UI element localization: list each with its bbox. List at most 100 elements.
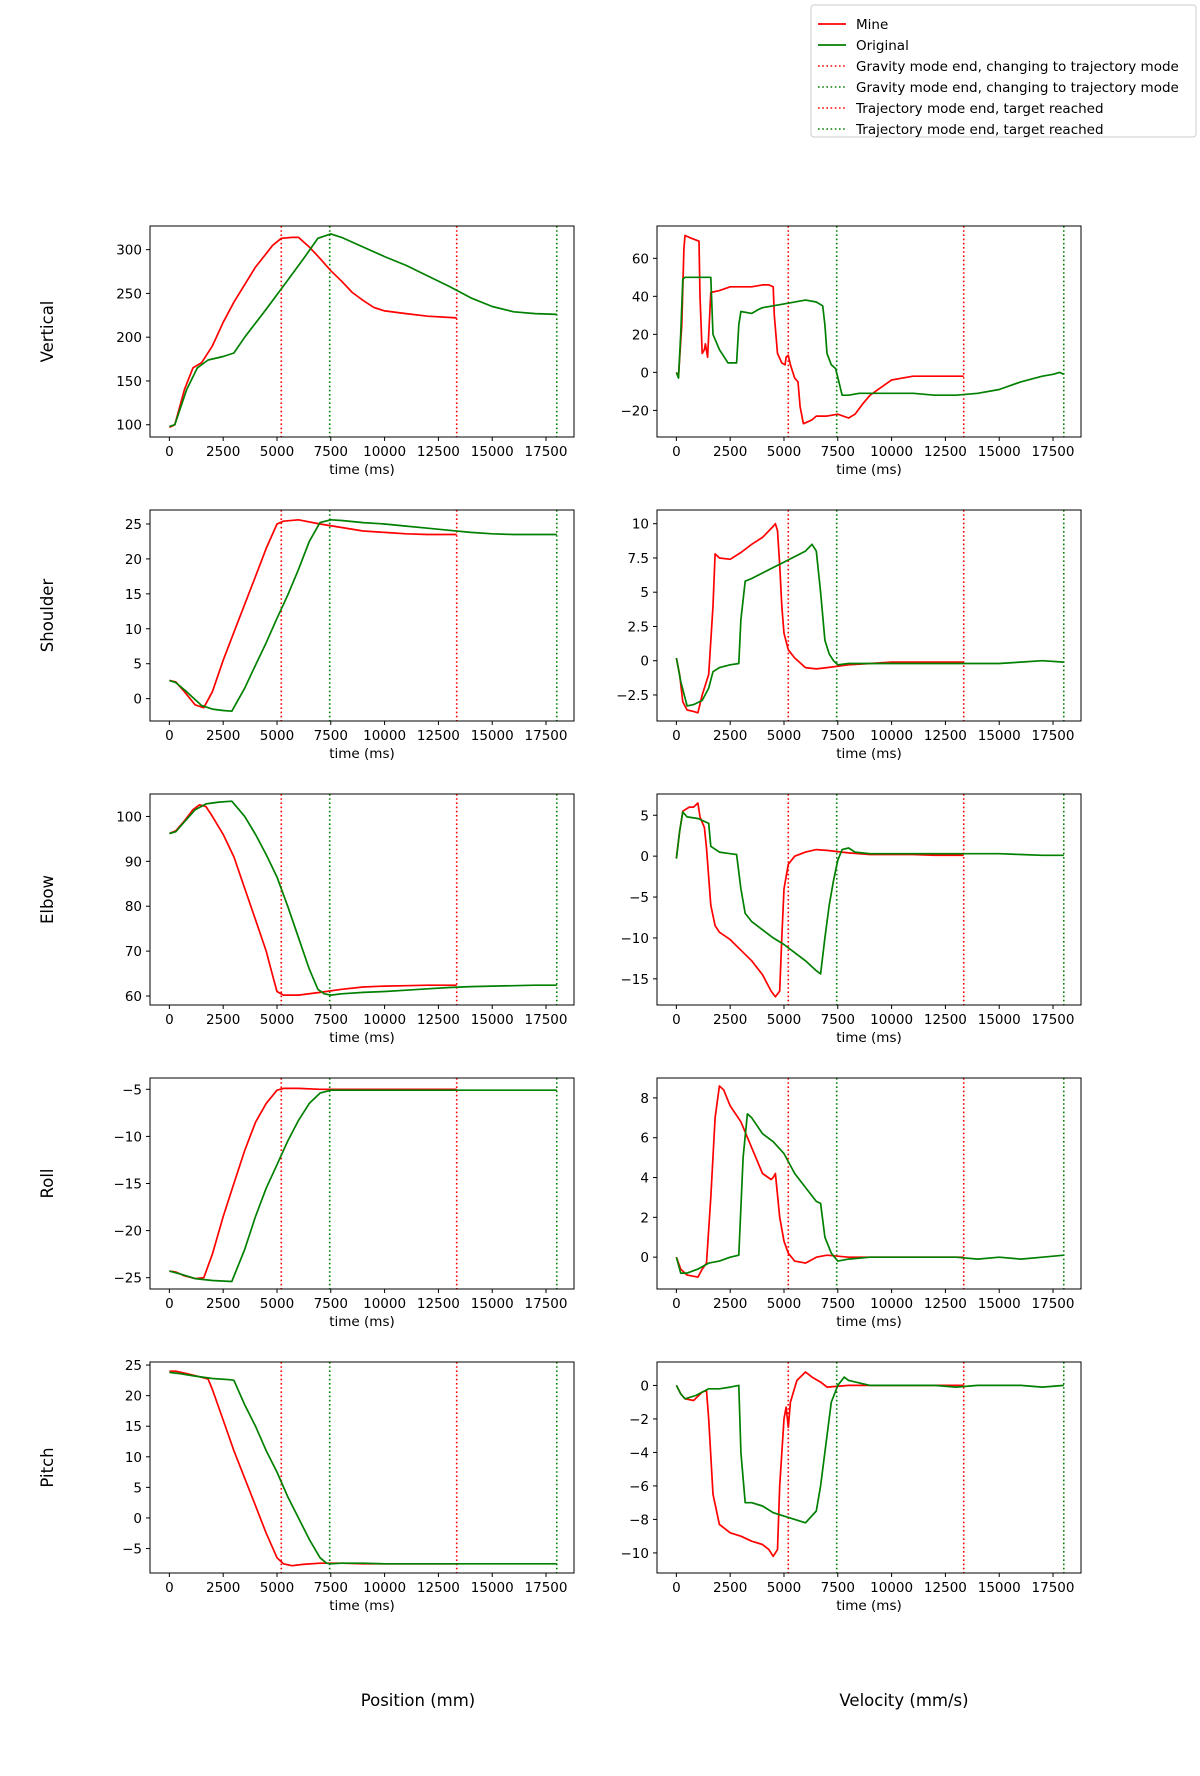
plot-frame xyxy=(149,509,575,722)
legend-label: Trajectory mode end, target reached xyxy=(855,122,1104,138)
x-tick-label: 5000 xyxy=(767,1296,801,1312)
x-tick-label: 12500 xyxy=(924,1296,967,1312)
plot-frame xyxy=(656,1077,1082,1290)
x-tick-label: 17500 xyxy=(525,728,568,744)
plot-frame xyxy=(656,1361,1082,1574)
y-tick-label: −10 xyxy=(621,931,650,947)
x-tick-label: 7500 xyxy=(314,728,348,744)
mine-series-line xyxy=(675,234,964,425)
x-axis-label: time (ms) xyxy=(836,1030,902,1046)
x-tick-label: 0 xyxy=(165,1296,174,1312)
plot-frame xyxy=(149,1361,575,1574)
y-tick-label: −20 xyxy=(621,403,650,419)
mine-series-line xyxy=(169,1370,457,1567)
x-tick-label: 5000 xyxy=(260,1580,294,1596)
x-tick-label: 15000 xyxy=(978,1296,1021,1312)
x-tick-label: 7500 xyxy=(314,1580,348,1596)
x-axis-label: time (ms) xyxy=(329,462,395,478)
y-tick-label: 80 xyxy=(125,899,142,915)
y-tick-label: −15 xyxy=(114,1177,143,1193)
x-tick-label: 5000 xyxy=(767,1580,801,1596)
elbow-velocity-panel: 0 2500 5000 7500 10000 12500 15000 17500 −15 −10 −… xyxy=(621,793,1082,1046)
y-tick-label: 10 xyxy=(125,1450,142,1466)
x-tick-label: 17500 xyxy=(1032,728,1075,744)
row-title-roll: Roll xyxy=(38,1169,57,1199)
x-tick-label: 15000 xyxy=(471,444,514,460)
plot-frame xyxy=(656,225,1082,438)
y-tick-label: −15 xyxy=(621,972,650,988)
x-tick-label: 0 xyxy=(165,728,174,744)
vertical-velocity-panel: 0 2500 5000 7500 10000 12500 15000 17500 −20 0 20 4… xyxy=(621,225,1082,478)
x-tick-label: 5000 xyxy=(767,728,801,744)
y-tick-label: 100 xyxy=(116,418,142,434)
original-series-line xyxy=(675,543,1064,707)
pitch-velocity-panel: 0 2500 5000 7500 10000 12500 15000 17500 −10 −8 −6… xyxy=(621,1361,1082,1614)
mine-series-line xyxy=(169,236,457,429)
x-tick-label: 10000 xyxy=(870,444,913,460)
legend-label: Trajectory mode end, target reached xyxy=(855,101,1104,117)
legend-label: Mine xyxy=(856,17,888,33)
x-tick-label: 2500 xyxy=(206,444,240,460)
x-tick-label: 2500 xyxy=(206,1296,240,1312)
x-tick-label: 15000 xyxy=(471,1580,514,1596)
x-tick-label: 12500 xyxy=(417,1580,460,1596)
x-axis-label: time (ms) xyxy=(836,1598,902,1614)
pitch-position-panel: 0 2500 5000 7500 10000 12500 15000 17500 −5 0 5 10 1… xyxy=(122,1358,575,1614)
x-tick-label: 17500 xyxy=(525,1296,568,1312)
plot-frame xyxy=(149,793,575,1006)
x-tick-label: 12500 xyxy=(417,1296,460,1312)
original-series-line xyxy=(169,518,557,713)
x-axis-label: time (ms) xyxy=(329,1314,395,1330)
x-tick-label: 15000 xyxy=(978,1580,1021,1596)
row-title-elbow: Elbow xyxy=(38,875,57,924)
original-series-line xyxy=(675,1376,1064,1524)
original-series-line xyxy=(169,233,557,428)
x-tick-label: 7500 xyxy=(821,444,855,460)
x-axis-label: time (ms) xyxy=(836,1314,902,1330)
figure-labels: Vertical Shoulder Elbow Roll Pitch Position (… xyxy=(38,301,969,1710)
x-axis-label: time (ms) xyxy=(329,1030,395,1046)
x-tick-label: 12500 xyxy=(924,1580,967,1596)
y-tick-label: 150 xyxy=(116,374,142,390)
x-tick-label: 7500 xyxy=(314,1012,348,1028)
y-tick-label: −4 xyxy=(629,1445,649,1461)
legend-box xyxy=(810,4,1197,138)
x-tick-label: 2500 xyxy=(713,1580,747,1596)
y-tick-label: 0 xyxy=(640,365,649,381)
y-tick-label: 250 xyxy=(116,286,142,302)
x-tick-label: 17500 xyxy=(1032,1012,1075,1028)
mine-series-line xyxy=(169,518,457,709)
x-tick-label: 7500 xyxy=(314,444,348,460)
legend: Mine Original Gravity mode end, changing t… xyxy=(810,4,1197,138)
x-tick-label: 5000 xyxy=(260,728,294,744)
x-tick-label: 17500 xyxy=(1032,1580,1075,1596)
y-tick-label: −10 xyxy=(114,1129,143,1145)
y-tick-label: 40 xyxy=(632,289,649,305)
x-tick-label: 0 xyxy=(672,728,681,744)
y-tick-label: 2 xyxy=(640,1210,649,1226)
x-tick-label: 2500 xyxy=(713,444,747,460)
y-tick-label: 5 xyxy=(640,808,649,824)
x-axis-label: time (ms) xyxy=(836,746,902,762)
x-axis-label: time (ms) xyxy=(329,746,395,762)
x-tick-label: 15000 xyxy=(978,728,1021,744)
x-tick-label: 7500 xyxy=(821,1296,855,1312)
y-tick-label: 5 xyxy=(133,1480,142,1496)
x-axis-label: time (ms) xyxy=(329,1598,395,1614)
column-title-position-mm: Position (mm) xyxy=(361,1691,476,1710)
y-tick-label: −2.5 xyxy=(616,688,649,704)
x-tick-label: 12500 xyxy=(924,1012,967,1028)
x-tick-label: 0 xyxy=(165,444,174,460)
x-tick-label: 2500 xyxy=(713,1296,747,1312)
y-tick-label: 0 xyxy=(640,849,649,865)
y-tick-label: 6 xyxy=(640,1131,649,1147)
y-tick-label: 10 xyxy=(125,622,142,638)
x-tick-label: 17500 xyxy=(1032,444,1075,460)
y-tick-label: 200 xyxy=(116,330,142,346)
x-tick-label: 10000 xyxy=(363,1296,406,1312)
y-tick-label: 20 xyxy=(125,1389,142,1405)
x-tick-label: 2500 xyxy=(713,728,747,744)
x-tick-label: 7500 xyxy=(314,1296,348,1312)
elbow-position-panel: 0 2500 5000 7500 10000 12500 15000 17500 60 70 80 9… xyxy=(116,793,575,1046)
